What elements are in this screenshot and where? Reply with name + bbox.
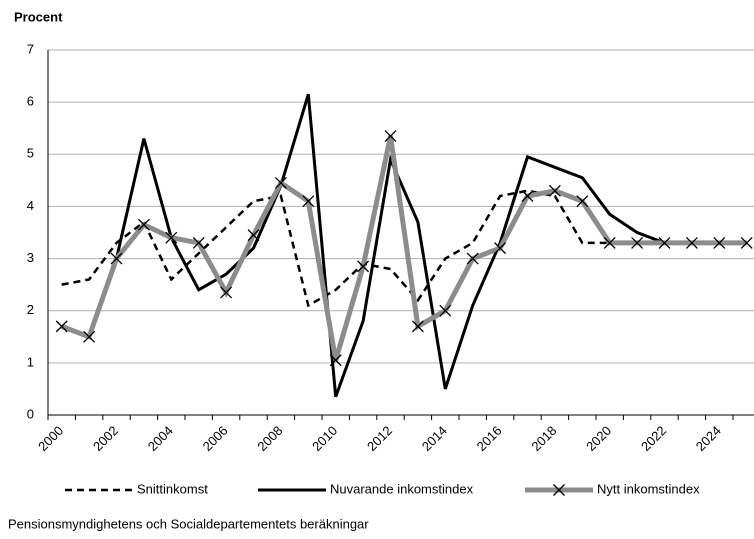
x-marker: [55, 320, 68, 333]
x-marker: [521, 190, 534, 202]
x-tick-label: 2004: [145, 423, 176, 454]
legend-label: Nytt inkomstindex: [597, 481, 700, 496]
x-tick-label: 2000: [35, 423, 66, 454]
x-tick-label: 2020: [583, 423, 614, 454]
y-axis-label: Procent: [14, 9, 63, 24]
x-tick-label: 2022: [638, 423, 669, 454]
x-tick-label: 2024: [693, 423, 724, 454]
x-tick-label: 2010: [309, 423, 340, 454]
x-tick-label: 2016: [474, 423, 505, 454]
x-marker: [384, 130, 397, 142]
x-marker: [466, 252, 479, 265]
y-tick-label: 3: [27, 250, 34, 265]
x-marker: [137, 218, 150, 231]
y-tick-label: 5: [27, 146, 34, 161]
x-marker: [357, 260, 370, 273]
x-tick-label: 2012: [364, 423, 395, 454]
x-marker: [713, 236, 726, 249]
x-marker: [302, 195, 315, 208]
x-tick-label: 2008: [254, 423, 285, 454]
x-marker: [658, 236, 671, 249]
x-marker: [220, 286, 233, 299]
x-marker: [439, 304, 452, 317]
series-line: [60, 135, 747, 361]
x-marker: [165, 231, 178, 244]
series-line: [61, 93, 747, 398]
x-marker: [192, 236, 205, 249]
x-marker: [83, 330, 96, 343]
x-marker: [329, 354, 342, 367]
y-tick-label: 7: [27, 41, 34, 56]
x-marker: [494, 242, 507, 255]
legend-marker: [553, 484, 565, 496]
y-tick-label: 2: [27, 302, 34, 317]
y-tick-label: 4: [27, 198, 34, 213]
x-marker: [274, 177, 287, 189]
x-tick-label: 2006: [200, 423, 231, 454]
x-marker: [603, 236, 616, 249]
legend-label: Snittinkomst: [137, 481, 208, 496]
x-marker: [631, 236, 644, 249]
x-marker: [110, 252, 123, 265]
legend-label: Nuvarande inkomstindex: [330, 481, 474, 496]
x-tick-label: 2002: [90, 423, 121, 454]
x-marker: [685, 236, 698, 249]
x-marker: [740, 236, 753, 249]
y-tick-label: 0: [27, 406, 34, 421]
x-tick-label: 2014: [419, 423, 450, 454]
x-marker: [576, 195, 589, 208]
x-marker: [247, 229, 260, 242]
y-tick-label: 6: [27, 94, 34, 109]
y-tick-label: 1: [27, 354, 34, 369]
x-marker: [411, 320, 424, 333]
x-marker: [548, 184, 561, 197]
x-tick-label: 2018: [528, 423, 559, 454]
source-note: Pensionsmyndighetens och Socialdeparteme…: [8, 516, 369, 531]
series-line: [61, 189, 747, 308]
